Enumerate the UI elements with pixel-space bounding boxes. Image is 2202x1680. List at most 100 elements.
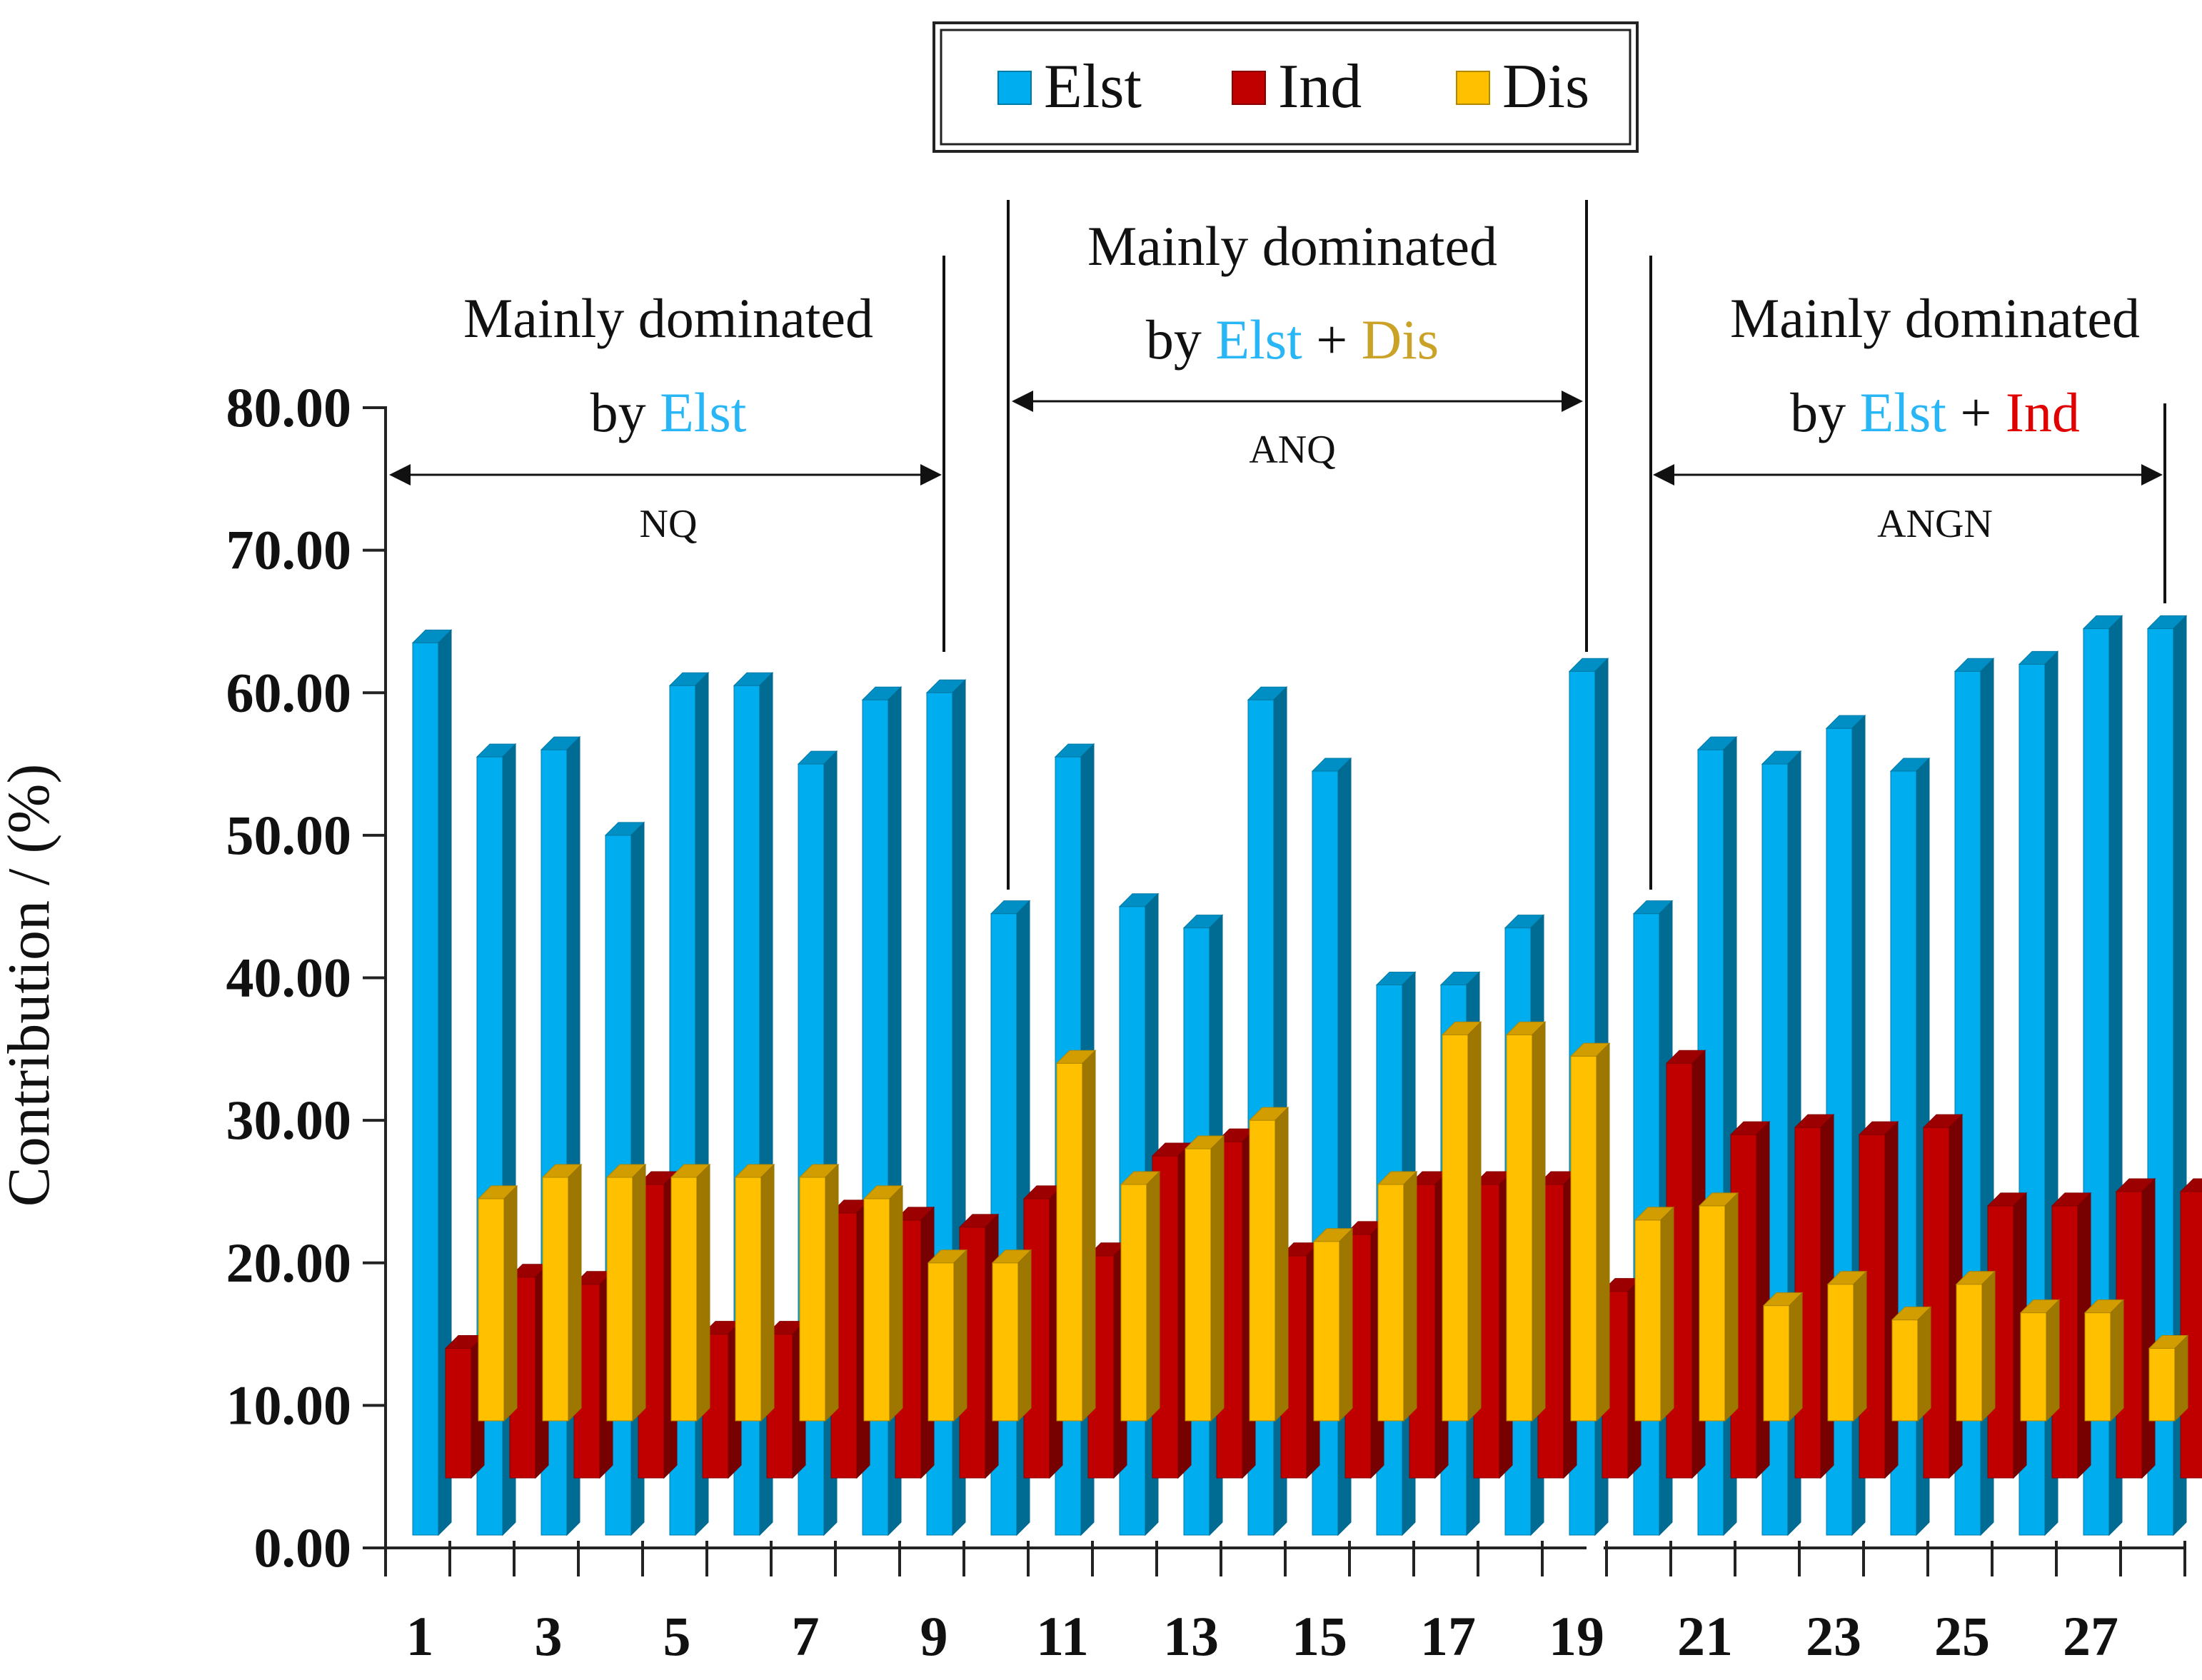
annotation-span: +	[1946, 381, 2006, 443]
bar-front	[2180, 1191, 2202, 1479]
bar-side	[1532, 1021, 1546, 1422]
y-tick-label: 20.00	[226, 1232, 352, 1294]
bar-front	[1056, 1062, 1083, 1422]
bar-dis	[2083, 1299, 2125, 1422]
bar-dis	[734, 1163, 775, 1422]
legend-swatch	[1456, 71, 1490, 105]
bar-front	[670, 1177, 698, 1422]
bar-front	[992, 1262, 1019, 1422]
y-tick-label: 80.00	[226, 376, 352, 438]
bar-side	[760, 1163, 775, 1422]
bar-dis	[1891, 1306, 1932, 1422]
legend-label: Elst	[1044, 52, 1142, 121]
legend-swatch	[997, 71, 1032, 105]
bar-dis	[2019, 1299, 2061, 1422]
bar-side	[1917, 1306, 1931, 1422]
bar-side	[1981, 1270, 1996, 1422]
legend-inner-box	[940, 29, 1632, 146]
annotation-span: Elst	[660, 381, 747, 443]
legend-item-dis: Dis	[1456, 52, 1589, 121]
bar-side	[1210, 1135, 1225, 1422]
annotation-span: by	[590, 381, 660, 443]
bar-series	[411, 615, 2202, 1536]
y-tick-label: 0.00	[254, 1516, 352, 1579]
bar-side	[1403, 1170, 1417, 1422]
legend-label: Dis	[1502, 52, 1589, 121]
legend: Elst Ind Dis	[932, 21, 1639, 153]
bar-front	[1377, 1184, 1404, 1422]
y-tick-label: 10.00	[226, 1374, 352, 1436]
x-tick-label: 21	[1677, 1605, 1733, 1667]
bar-front	[606, 1177, 633, 1422]
bar-front	[445, 1348, 472, 1479]
bar-side	[1660, 1206, 1674, 1422]
bar-front	[1763, 1305, 1790, 1422]
annotation-span: Elst	[1860, 381, 1947, 443]
bar-side	[503, 1184, 518, 1422]
bar-front	[1185, 1148, 1212, 1422]
legend-item-elst: Elst	[997, 52, 1142, 121]
bar-dis	[1762, 1292, 1804, 1422]
legend-outer-box	[932, 21, 1639, 153]
bar-side	[2110, 1299, 2124, 1422]
annotation-span: Ind	[2006, 381, 2080, 443]
bar-front	[799, 1177, 826, 1422]
x-tick-label: 1	[406, 1605, 434, 1667]
annotation-title: Mainly dominated	[1087, 215, 1497, 277]
bar-side	[953, 1249, 967, 1422]
annotation-title: Mainly dominated	[463, 287, 873, 349]
legend-label: Ind	[1278, 52, 1362, 121]
bar-side	[1146, 1170, 1160, 1422]
bar-dis	[1248, 1106, 1289, 1422]
bar-front	[863, 1198, 890, 1422]
bar-front	[927, 1262, 955, 1422]
bar-side	[889, 1184, 903, 1422]
annotation-span: by	[1146, 308, 1216, 371]
bar-dis	[670, 1163, 711, 1422]
bar-front	[2084, 1312, 2111, 1422]
bar-dis	[1120, 1170, 1161, 1422]
bar-side	[1275, 1106, 1289, 1422]
annotation-span: Dis	[1362, 308, 1439, 371]
bar-front	[1120, 1184, 1147, 1422]
bar-front	[1249, 1120, 1276, 1422]
bar-front	[1699, 1205, 1726, 1422]
bar-front	[2020, 1312, 2047, 1422]
annotation-subtitle: by Elst	[590, 381, 747, 443]
x-tick-label: 23	[1806, 1605, 1861, 1667]
y-tick-label: 60.00	[226, 661, 352, 723]
bar-side	[1596, 1042, 1610, 1422]
annotation-span: Elst	[1215, 308, 1302, 371]
bar-side	[2046, 1299, 2060, 1422]
bar-side	[632, 1163, 646, 1422]
y-tick-label: 50.00	[226, 804, 352, 866]
bar-side	[696, 1163, 710, 1422]
x-tick-label: 5	[663, 1605, 691, 1667]
bar-top	[2179, 1178, 2202, 1192]
bar-side	[568, 1163, 582, 1422]
bar-dis	[541, 1163, 583, 1422]
bar-front	[1313, 1241, 1340, 1422]
bar-front	[478, 1198, 505, 1422]
bar-side	[1853, 1270, 1867, 1422]
bar-dis	[477, 1184, 518, 1422]
x-tick-label: 27	[2063, 1605, 2118, 1667]
bar-front	[2148, 1348, 2176, 1422]
bar-dis	[1377, 1170, 1418, 1422]
group-label: ANQ	[1249, 428, 1335, 472]
bar-side	[2141, 1177, 2156, 1479]
legend-item-ind: Ind	[1232, 52, 1362, 121]
bar-dis	[1441, 1021, 1482, 1422]
bar-front	[412, 642, 439, 1536]
bar-dis	[1826, 1270, 1868, 1422]
annotation-span: +	[1302, 308, 1362, 371]
bar-front	[1634, 1219, 1661, 1422]
y-tick-label: 40.00	[226, 947, 352, 1009]
bar-dis	[1505, 1021, 1547, 1422]
bar-front	[1442, 1034, 1469, 1422]
bar-dis	[798, 1163, 840, 1422]
group-label: ANGN	[1877, 502, 1993, 546]
bar-dis	[1955, 1270, 1996, 1422]
bar-front	[1923, 1127, 1950, 1479]
